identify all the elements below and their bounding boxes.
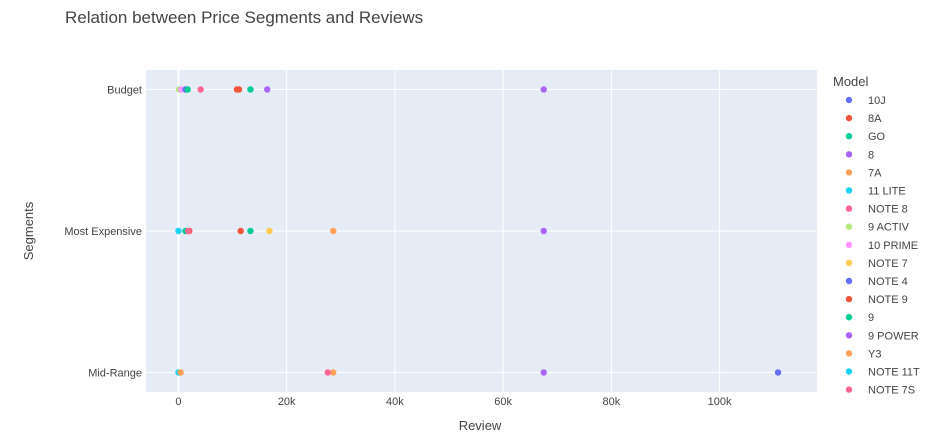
legend-item-label: 9 POWER bbox=[868, 330, 919, 342]
scatter-point bbox=[330, 227, 337, 235]
scatter-point bbox=[184, 86, 191, 93]
legend-item-label: 9 ACTIV bbox=[868, 222, 910, 234]
y-tick-label: Budget bbox=[107, 85, 142, 97]
y-axis-ticks: Mid-Range Most Expensive Budget bbox=[64, 85, 142, 380]
y-tick-label: Most Expensive bbox=[64, 226, 142, 238]
legend-item-label: NOTE 9 bbox=[868, 294, 908, 306]
legend-item-label: 8 bbox=[868, 149, 874, 161]
scatter-point bbox=[324, 369, 332, 376]
x-tick-label: 0 bbox=[175, 396, 181, 408]
legend-marker bbox=[845, 114, 853, 122]
legend-marker bbox=[845, 332, 853, 339]
legend-marker bbox=[845, 187, 853, 194]
gridlines bbox=[146, 70, 817, 392]
legend-marker bbox=[845, 133, 853, 140]
x-axis-title: Review bbox=[459, 418, 502, 433]
legend-item-label: 7A bbox=[868, 167, 882, 179]
legend-marker bbox=[845, 205, 853, 212]
legend-marker bbox=[845, 368, 853, 375]
x-tick-label: 80k bbox=[602, 396, 620, 408]
y-axis-title: Segments bbox=[21, 201, 36, 260]
legend-marker bbox=[845, 96, 853, 104]
scatter-point bbox=[247, 227, 254, 235]
legend-title: Model bbox=[833, 74, 869, 89]
legend-item-label: NOTE 7 bbox=[868, 258, 908, 270]
legend-marker bbox=[845, 169, 853, 176]
scatter-point bbox=[247, 86, 254, 93]
legend-marker bbox=[845, 223, 853, 230]
scatter-point bbox=[330, 369, 337, 376]
scatter-point bbox=[264, 86, 271, 93]
legend-marker bbox=[845, 259, 853, 267]
x-tick-label: 100k bbox=[708, 396, 732, 408]
chart-title: Relation between Price Segments and Revi… bbox=[65, 8, 423, 27]
legend: Model 10J 8A GO 8 7A 11 LITE NOTE 8 9 ACTIV 10 P… bbox=[833, 74, 920, 397]
legend-item-label: Y3 bbox=[868, 348, 881, 360]
legend-marker bbox=[845, 314, 853, 321]
scatter-point bbox=[540, 86, 547, 93]
legend-marker bbox=[845, 350, 853, 357]
legend-item-label: 8A bbox=[868, 113, 882, 125]
legend-item-label: 11 LITE bbox=[868, 186, 906, 198]
scatter-point bbox=[266, 227, 273, 235]
scatter-point bbox=[235, 86, 243, 93]
legend-item-label: NOTE 8 bbox=[868, 204, 908, 216]
scatter-point bbox=[185, 227, 192, 235]
x-tick-label: 60k bbox=[494, 396, 512, 408]
scatter-point bbox=[540, 227, 547, 235]
scatter-point bbox=[237, 227, 244, 235]
data-points bbox=[175, 86, 782, 376]
legend-marker bbox=[845, 151, 853, 158]
x-tick-label: 40k bbox=[386, 396, 404, 408]
legend-marker bbox=[845, 295, 853, 303]
legend-item-label: NOTE 11T bbox=[868, 367, 920, 379]
scatter-point bbox=[175, 227, 182, 235]
legend-item-label: NOTE 7S bbox=[868, 385, 915, 397]
scatter-point bbox=[177, 369, 184, 376]
legend-item-label: 9 bbox=[868, 312, 874, 324]
x-axis-ticks: 0 20k 40k 60k 80k 100k bbox=[175, 396, 732, 408]
scatter-point bbox=[774, 369, 782, 376]
legend-marker bbox=[845, 241, 853, 248]
scatter-point bbox=[540, 369, 547, 376]
legend-item-label: GO bbox=[868, 131, 886, 143]
legend-marker bbox=[845, 277, 853, 285]
legend-item-label: 10 PRIME bbox=[868, 240, 918, 252]
legend-item-label: NOTE 4 bbox=[868, 276, 908, 288]
legend-marker bbox=[845, 386, 853, 393]
y-tick-label: Mid-Range bbox=[88, 368, 142, 380]
scatter-point bbox=[197, 86, 204, 93]
x-tick-label: 20k bbox=[278, 396, 296, 408]
legend-item-label: 10J bbox=[868, 95, 886, 107]
